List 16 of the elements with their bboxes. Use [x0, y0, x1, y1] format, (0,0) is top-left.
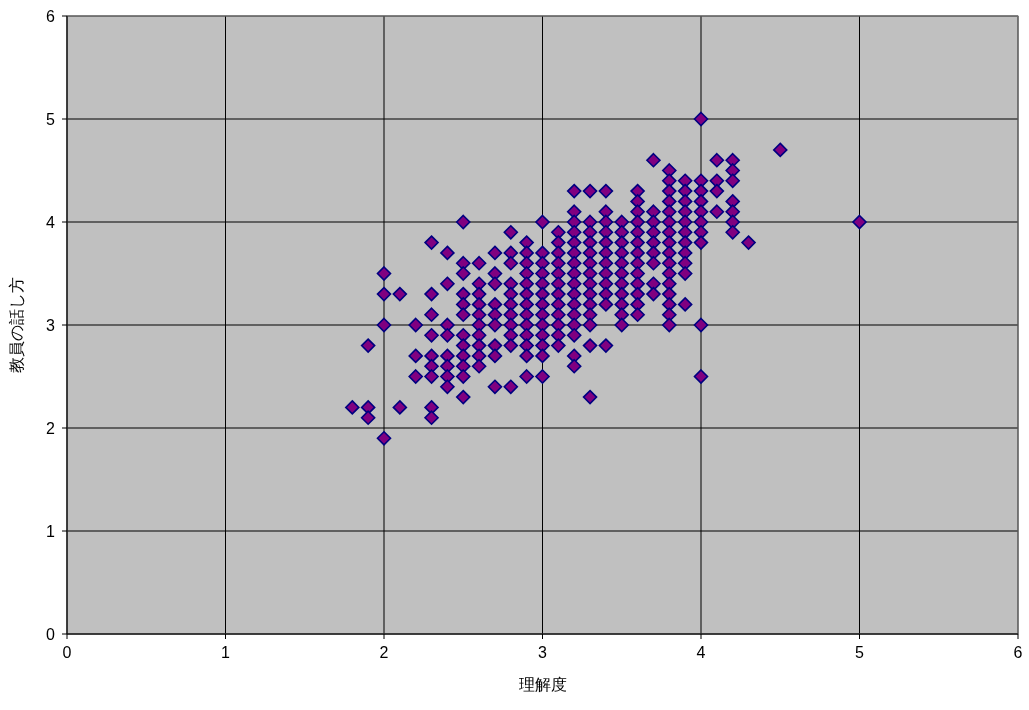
x-axis-title: 理解度 — [518, 676, 567, 693]
y-tick-label: 6 — [46, 8, 56, 25]
x-tick-label: 4 — [696, 644, 706, 661]
y-axis-title: 教員の話し方 — [8, 277, 25, 373]
y-tick-label: 1 — [46, 523, 56, 540]
y-tick-label: 0 — [46, 626, 56, 643]
y-tick-label: 5 — [46, 111, 56, 128]
x-tick-label: 3 — [538, 644, 548, 661]
x-tick-label: 0 — [62, 644, 72, 661]
x-tick-label: 2 — [379, 644, 389, 661]
y-tick-label: 2 — [46, 420, 56, 437]
x-tick-label: 5 — [855, 644, 865, 661]
x-tick-label: 6 — [1013, 644, 1023, 661]
y-tick-label: 3 — [46, 317, 56, 334]
x-tick-label: 1 — [221, 644, 231, 661]
y-tick-label: 4 — [46, 214, 56, 231]
